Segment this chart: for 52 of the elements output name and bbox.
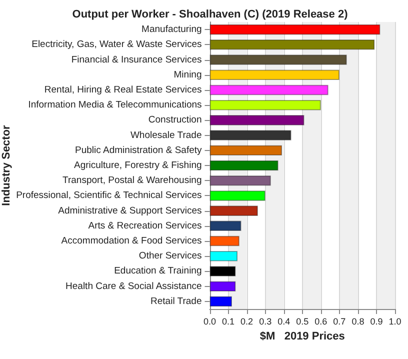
y-tick-label: Professional, Scientific & Technical Services [16,190,202,202]
x-tick-label: 0.4 [278,316,290,326]
bar [210,206,258,216]
bar [210,100,321,110]
x-tick-label: 0.2 [240,316,254,326]
bar [210,115,304,126]
x-tick-label: 0.7 [333,316,346,326]
bar [210,70,340,80]
bar [210,160,278,171]
y-tick-label: Arts & Recreation Services [88,220,202,232]
x-tick-label: 0.3 [259,316,272,326]
y-tick-label: Administrative & Support Services [58,205,202,216]
bar [210,236,240,246]
x-tick-label: 0.8 [352,316,364,326]
y-tick-label: Electricity, Gas, Water & Waste Services [32,39,202,50]
y-tick-label: Transport, Postal & Warehousing [62,175,202,186]
x-tick-label: 0.1 [222,316,235,326]
x-tick-label: 0.5 [296,316,309,326]
bar [210,130,292,140]
bar [210,250,238,262]
bar [210,24,380,35]
x-tick-label: 0.6 [314,316,328,326]
y-axis-title: Industry Sector [0,124,12,206]
bar [210,281,236,292]
y-tick-label: Financial & Insurance Services [71,54,202,66]
y-tick-label: Wholesale Trade [130,130,202,141]
bar [210,266,236,276]
x-tick-label: 0.9 [370,316,383,326]
bar [210,54,347,65]
y-tick-label: Rental, Hiring & Real Estate Services [44,84,202,96]
bar [210,40,375,50]
y-tick-label: Education & Training [114,266,202,277]
bar [210,190,266,201]
y-tick-label: Agriculture, Forestry & Fishing [74,160,202,171]
y-tick-label: Retail Trade [150,296,202,307]
y-tick-label: Other Services [138,250,202,262]
bar [210,220,242,232]
chart-title: Output per Worker - Shoalhaven (C) (2019 Release 2) [72,8,348,20]
y-tick-label: Information Media & Telecommunications [28,100,202,111]
y-tick-label: Health Care & Social Assistance [66,280,202,292]
y-tick-label: Accommodation & Food Services [61,236,202,247]
y-tick-label: Public Administration & Safety [75,144,202,156]
bar [210,84,328,96]
bar [210,296,232,307]
bar [210,145,282,156]
y-tick-label: Construction [148,114,202,126]
y-tick-label: Manufacturing [142,24,202,36]
bar [210,175,271,186]
x-tick-label: 1.0 [388,316,402,326]
x-axis-title: $M 2019 Prices [260,330,345,342]
x-tick-label: 0.0 [204,316,216,326]
y-tick-label: Mining [174,69,202,80]
